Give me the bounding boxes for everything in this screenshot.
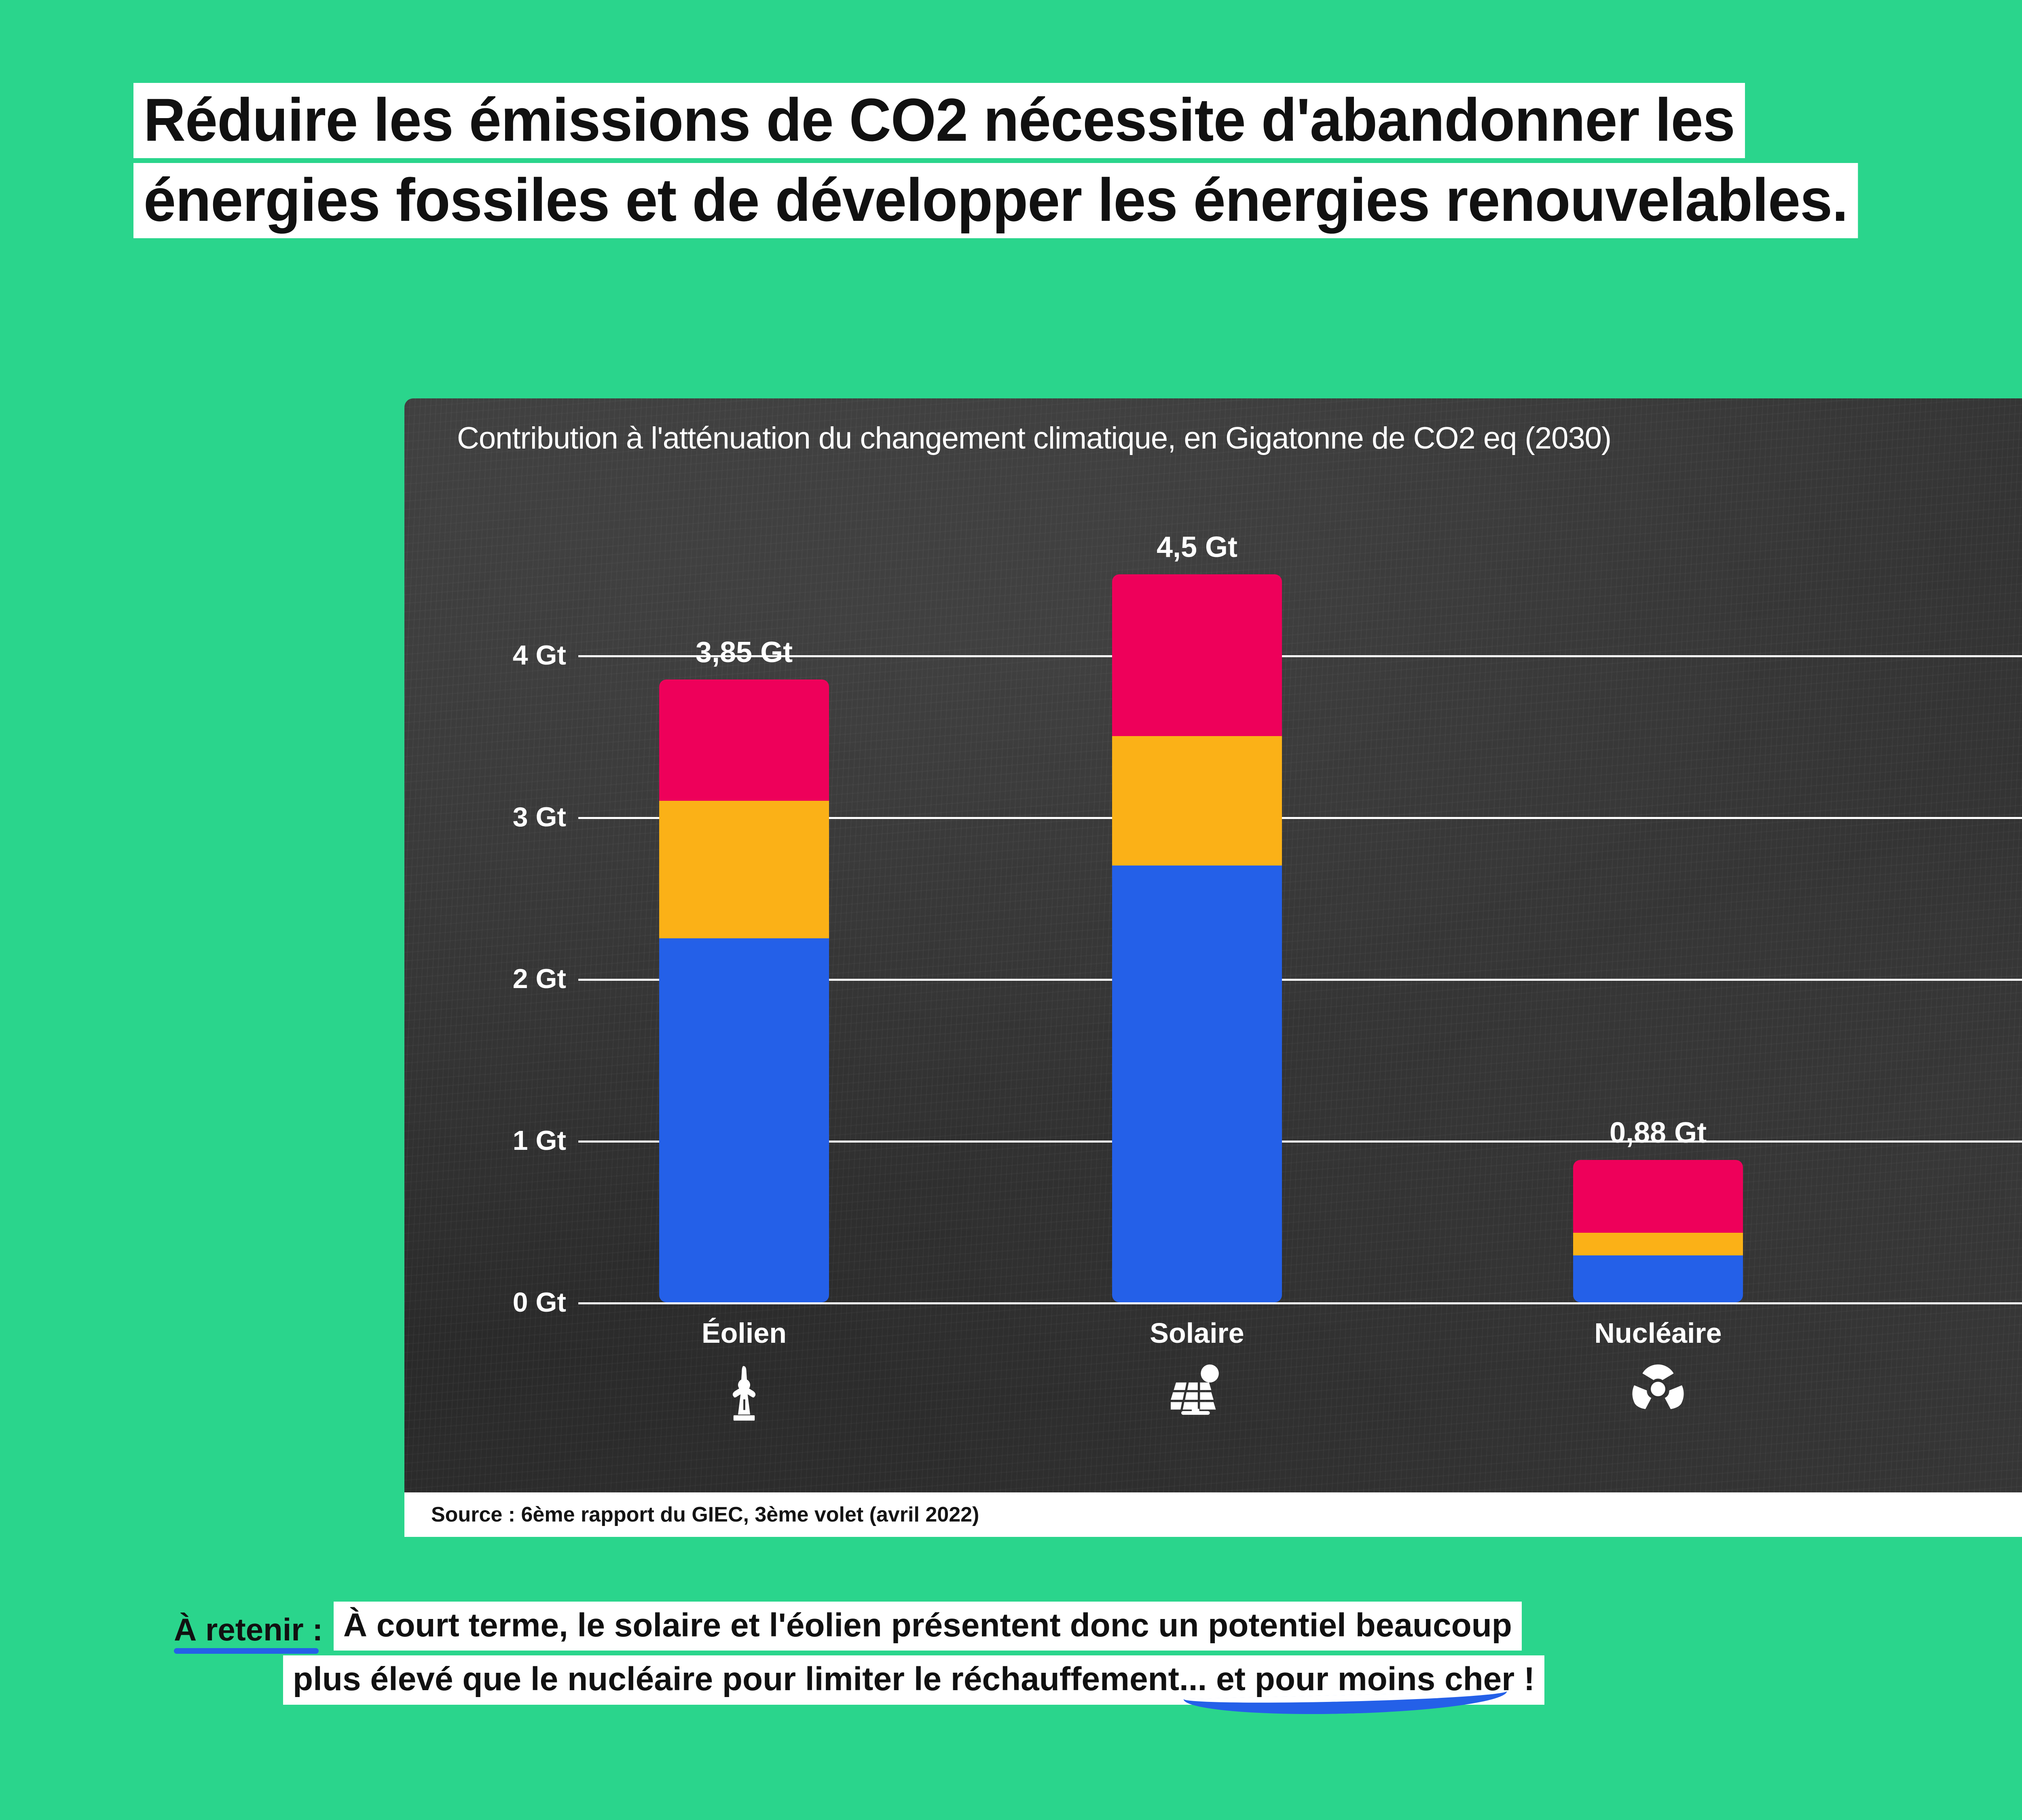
headline-line-1: Réduire les émissions de CO2 nécessite d… (133, 83, 1745, 158)
bar-group-solaire[interactable]: 4,5 Gt Solaire (1112, 531, 1282, 1415)
footer-row-1: À retenir : À court terme, le solaire et… (174, 1602, 2022, 1654)
source-bar: Source : 6ème rapport du GIEC, 3ème vole… (404, 1492, 2022, 1537)
bar-segment[interactable] (659, 801, 829, 938)
bar-segment[interactable] (1112, 866, 1282, 1302)
bar-segment[interactable] (1573, 1255, 1743, 1302)
gridline (578, 655, 2022, 657)
stacked-bar[interactable] (1112, 574, 1282, 1302)
bar-segment[interactable] (1573, 1160, 1743, 1233)
gridline (578, 1302, 2022, 1304)
footer-takeaway: À retenir : À court terme, le solaire et… (174, 1602, 2022, 1718)
gridline (578, 979, 2022, 981)
category-label-nucléaire: Nucléaire (1594, 1317, 1722, 1349)
bar-segment[interactable] (1112, 736, 1282, 866)
wind-turbine-icon (720, 1363, 768, 1426)
chart-title: Contribution à l'atténuation du changeme… (457, 421, 1612, 455)
bar-segment[interactable] (1112, 574, 1282, 736)
gridline (578, 817, 2022, 819)
plot-area: 0 Gt 1 Gt 2 Gt 3 Gt 4 Gt 3,85 Gt Éolien 4,5 Gt… (457, 489, 2022, 1421)
headline-row-2: énergies fossiles et de développer les é… (133, 163, 2022, 238)
bar-value-label: 0,88 Gt (1609, 1117, 1707, 1149)
solar-panel-icon (1168, 1363, 1223, 1418)
bar-value-label: 4,5 Gt (1156, 531, 1238, 563)
category-label-éolien: Éolien (701, 1317, 787, 1349)
y-tick-label: 2 Gt (512, 963, 566, 994)
headline-line-2: énergies fossiles et de développer les é… (133, 163, 1858, 238)
gridline (578, 1141, 2022, 1143)
a-retenir-underline (174, 1648, 319, 1654)
bar-segment[interactable] (659, 938, 829, 1302)
stacked-bar[interactable] (1573, 1160, 1743, 1302)
footer-line-2: plus élevé que le nucléaire pour limiter… (293, 1661, 1535, 1698)
chart-panel: Contribution à l'atténuation du changeme… (404, 398, 2022, 1523)
radiation-icon (1632, 1363, 1684, 1416)
a-retenir-text: À retenir : (174, 1612, 323, 1647)
headline-row-1: Réduire les émissions de CO2 nécessite d… (133, 83, 2022, 158)
a-retenir-label: À retenir : (174, 1611, 323, 1654)
footer-line-2-wrap: plus élevé que le nucléaire pour limiter… (283, 1655, 1545, 1718)
y-tick-label: 1 Gt (512, 1125, 566, 1156)
footer-line-1: À court terme, le solaire et l'éolien pr… (333, 1602, 1522, 1651)
y-tick-label: 3 Gt (512, 802, 566, 832)
bar-segment[interactable] (1573, 1233, 1743, 1255)
category-label-solaire: Solaire (1150, 1317, 1244, 1349)
bar-group-nucléaire[interactable]: 0,88 Gt Nucléaire (1573, 1117, 1743, 1409)
y-tick-label: 4 Gt (512, 640, 566, 671)
source-text: Source : 6ème rapport du GIEC, 3ème vole… (431, 1503, 979, 1526)
footer-row-2: plus élevé que le nucléaire pour limiter… (283, 1655, 2022, 1718)
stacked-bar[interactable] (659, 679, 829, 1302)
page-title: Réduire les émissions de CO2 nécessite d… (133, 83, 2022, 243)
bar-segment[interactable] (659, 679, 829, 801)
bar-value-label: 3,85 Gt (695, 636, 793, 669)
y-tick-label: 0 Gt (512, 1287, 566, 1318)
bar-group-éolien[interactable]: 3,85 Gt Éolien (659, 636, 829, 1421)
